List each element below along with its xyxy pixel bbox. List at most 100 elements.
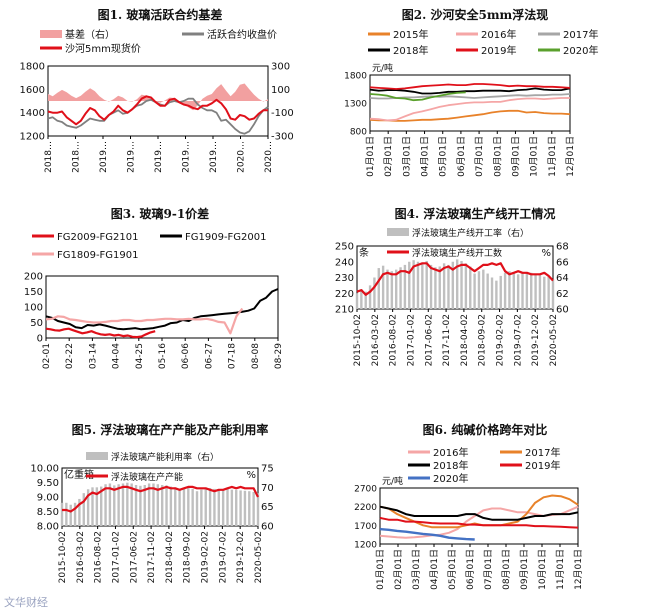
c1-xtick-label: 2020… xyxy=(237,141,247,173)
c4-ytick-left: 240 xyxy=(335,257,354,268)
c4-bar xyxy=(543,276,546,309)
c4-bar xyxy=(395,269,398,309)
c5-bar xyxy=(174,487,177,526)
c4-xtick-label: 2019-02-02 xyxy=(496,314,506,366)
c5-ytick-left: 9.00 xyxy=(37,493,59,504)
c2-series-3 xyxy=(369,87,571,95)
c4-xtick-label: 2015-10-02 xyxy=(353,314,363,366)
c2-legend-label: 2016年 xyxy=(481,28,516,41)
c4-bar xyxy=(364,291,367,309)
chart-5: 10.00 9.50 9.00 8.50 8.00 75 70 65 60 2015-10-02 2… xyxy=(30,451,274,583)
c5-legend-swatch xyxy=(86,452,108,460)
c1-xtick-label: 2020… xyxy=(264,141,274,173)
c5-ytick-left: 8.50 xyxy=(37,507,59,518)
c6-ytick-left: 1200 xyxy=(354,541,377,551)
c5-bar xyxy=(187,487,190,526)
c5-xtick-label: 2018-04-02 xyxy=(165,531,175,583)
c4-bar xyxy=(538,275,542,309)
c3-xtick-label: 06-27 xyxy=(204,343,214,369)
chart-4-title: 图4. 浮法玻璃生产线开工情况 xyxy=(394,207,556,221)
c4-xtick-label: 2017-01-02 xyxy=(406,314,416,366)
c5-bar xyxy=(200,489,203,526)
c5-bar xyxy=(243,490,247,526)
c1-ytick-right: 100 xyxy=(271,85,290,96)
c5-xtick-label: 2017-06-02 xyxy=(129,531,139,583)
c1-series-2 xyxy=(47,95,268,126)
c5-ytick-right: 60 xyxy=(261,522,274,533)
c1-xtick-label: 2019… xyxy=(154,141,164,173)
c4-bar xyxy=(438,266,441,309)
c6-xtick-label: 01月01日 xyxy=(375,549,386,590)
chart-1: 1800 1600 1400 1200 300 100 -100 -300 2018… 2018…… xyxy=(20,28,294,173)
c2-series-2 xyxy=(369,93,571,100)
c5-bar xyxy=(121,483,125,526)
c4-bar xyxy=(451,261,455,309)
c5-bar xyxy=(252,491,255,526)
c5-bar xyxy=(126,482,129,526)
c6-ytick-left: 1700 xyxy=(354,522,377,532)
c2-xtick-label: 06月01日 xyxy=(456,136,467,177)
c1-ytick-left: 1800 xyxy=(20,62,45,73)
c4-unit-left: 条 xyxy=(359,246,369,259)
c5-bar xyxy=(91,487,94,526)
c5-bar xyxy=(221,489,225,526)
c4-bar xyxy=(416,261,420,309)
c3-xtick-label: 07-18 xyxy=(228,343,238,369)
c2-legend-label: 2018年 xyxy=(393,44,428,57)
c4-bar xyxy=(386,269,389,309)
c5-series-1 xyxy=(62,485,259,513)
c1-ytick-left: 1400 xyxy=(20,108,45,119)
c4-bar xyxy=(377,268,380,309)
c4-bar xyxy=(490,277,494,309)
c2-legend-label: 2020年 xyxy=(563,44,598,57)
c5-bar xyxy=(178,488,181,526)
c4-bar xyxy=(530,272,533,309)
c6-xtick-label: 07月01日 xyxy=(483,549,494,590)
c5-xtick-label: 2019-07-02 xyxy=(218,531,228,583)
c3-xtick-label: 03-14 xyxy=(88,343,98,369)
c5-bar xyxy=(130,483,133,526)
c4-ytick-right: 64 xyxy=(556,273,569,284)
c4-bar xyxy=(373,277,376,309)
c2-plot-frame xyxy=(369,74,571,132)
c3-ytick-left: 150 xyxy=(24,287,43,298)
c4-bar xyxy=(434,267,437,309)
c3-legend-label: FG1809-FG1901 xyxy=(57,250,139,261)
c5-bar xyxy=(230,489,234,526)
c4-bar xyxy=(412,260,415,309)
c3-ytick-left: 100 xyxy=(24,303,43,314)
c4-xtick-label: 2017-11-02 xyxy=(442,314,452,366)
c1-xtick-label: 2018… xyxy=(44,141,54,173)
c4-bar xyxy=(512,271,515,309)
c5-bar xyxy=(165,485,168,526)
c1-ytick-right: 300 xyxy=(271,62,290,73)
c4-ytick-left: 220 xyxy=(335,289,354,300)
c4-bar xyxy=(355,293,359,309)
c1-xtick-label: 2018… xyxy=(72,141,82,173)
c3-series-1 xyxy=(45,288,279,331)
chart-4: 250 240 230 220 210 68 66 64 62 60 2015-10-02 2016-… xyxy=(335,227,569,366)
c5-ytick-right: 70 xyxy=(261,483,274,494)
c4-bar xyxy=(425,260,428,309)
c1-area-0 xyxy=(48,83,268,111)
c4-bar xyxy=(381,265,385,309)
c4-bar xyxy=(508,271,511,309)
c3-ytick-left: 200 xyxy=(24,272,43,283)
c2-xtick-label: 04月01日 xyxy=(420,136,431,177)
c5-ytick-left: 10.00 xyxy=(30,464,59,475)
c5-unit-right: % xyxy=(246,470,256,481)
c4-bar xyxy=(442,263,446,309)
c6-legend-label: 2017年 xyxy=(525,446,560,459)
c5-ytick-right: 65 xyxy=(261,502,274,513)
c5-xtick-label: 2017-11-02 xyxy=(147,531,157,583)
c4-xtick-label: 2018-04-02 xyxy=(460,314,470,366)
c4-bar xyxy=(473,273,476,309)
c5-bar xyxy=(156,484,160,526)
c3-legend-label: FG2009-FG2101 xyxy=(57,232,139,243)
c5-ytick-left: 8.00 xyxy=(37,522,59,533)
c4-xtick-label: 2016-03-02 xyxy=(371,314,381,366)
c3-legend-label: FG1909-FG2001 xyxy=(185,232,267,243)
c5-xtick-label: 2016-08-02 xyxy=(94,531,104,583)
